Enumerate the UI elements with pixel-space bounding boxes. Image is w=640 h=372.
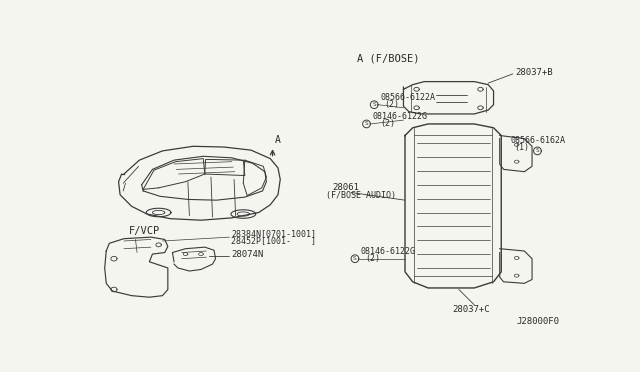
Text: 28061: 28061 xyxy=(332,183,359,192)
Text: A (F/BOSE): A (F/BOSE) xyxy=(357,54,420,64)
Text: S: S xyxy=(353,256,357,261)
Text: (2): (2) xyxy=(380,119,396,128)
Text: S: S xyxy=(365,121,369,126)
Text: A: A xyxy=(275,135,281,145)
Text: 28037+B: 28037+B xyxy=(515,68,553,77)
Text: 08566-6122A: 08566-6122A xyxy=(380,93,435,102)
Text: 28384N[0701-1001]: 28384N[0701-1001] xyxy=(231,230,316,238)
Text: S: S xyxy=(536,148,540,153)
Text: F/VCP: F/VCP xyxy=(129,226,161,236)
Text: S: S xyxy=(372,102,376,107)
Text: 08146-6122G: 08146-6122G xyxy=(372,112,428,121)
Text: (1): (1) xyxy=(515,143,529,152)
Text: J28000F0: J28000F0 xyxy=(516,317,559,326)
Text: 28074N: 28074N xyxy=(231,250,263,259)
Text: 28452P[1001-    ]: 28452P[1001- ] xyxy=(231,237,316,246)
Text: 08566-6162A: 08566-6162A xyxy=(511,136,566,145)
Text: (F/BOSE AUDIO): (F/BOSE AUDIO) xyxy=(326,191,396,200)
Text: 28037+C: 28037+C xyxy=(452,305,490,314)
Text: (2): (2) xyxy=(384,100,399,109)
Text: 08146-6122G: 08146-6122G xyxy=(360,247,415,256)
Text: (2): (2) xyxy=(365,254,380,263)
